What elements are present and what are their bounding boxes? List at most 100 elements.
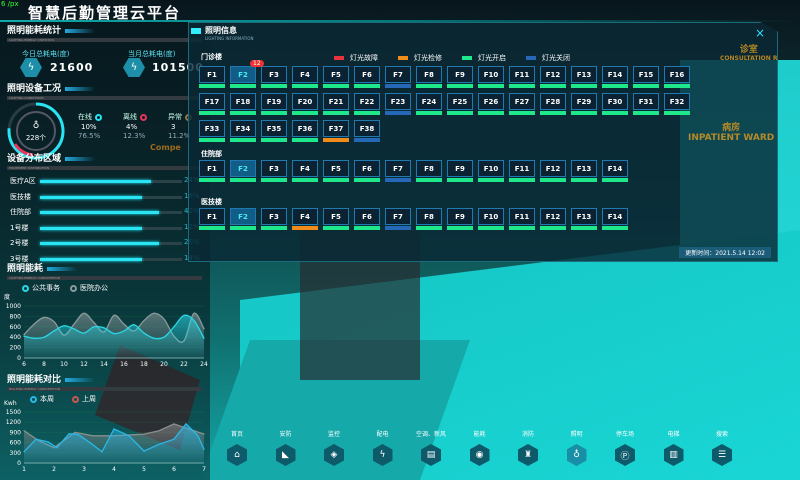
floor-tile-f5[interactable]: F5 xyxy=(323,160,349,182)
nav-hydrant[interactable]: 消防 ♜ xyxy=(503,430,553,466)
close-icon[interactable]: × xyxy=(754,26,765,40)
floor-tile-f13[interactable]: F13 xyxy=(571,66,597,88)
shield-icon: ◈ xyxy=(324,444,344,466)
floor-tile-f4[interactable]: F4 xyxy=(292,160,318,182)
floor-tile-f10[interactable]: F10 xyxy=(478,66,504,88)
floor-tile-f8[interactable]: F8 xyxy=(416,160,442,182)
status-bar xyxy=(416,226,442,230)
floor-tile-f32[interactable]: F32 xyxy=(664,93,690,115)
floor-tile-f2[interactable]: F2 xyxy=(230,208,256,230)
floor-tile-f34[interactable]: F34 xyxy=(230,120,256,142)
floor-tile-f12[interactable]: F12 xyxy=(540,66,566,88)
floor-tile-f10[interactable]: F10 xyxy=(478,160,504,182)
nav-parking[interactable]: 停车场 Ⓟ xyxy=(600,430,650,466)
floor-tile-f1[interactable]: F1 xyxy=(199,160,225,182)
floor-tile-f1[interactable]: F1 xyxy=(199,208,225,230)
status-bar xyxy=(447,111,473,115)
nav-lightning[interactable]: 配电 ϟ xyxy=(358,430,408,466)
floor-tile-f11[interactable]: F11 xyxy=(509,66,535,88)
legend-public[interactable]: 公共事务 xyxy=(22,283,60,293)
floor-tile-f28[interactable]: F28 xyxy=(540,93,566,115)
floor-tile-f14[interactable]: F14 xyxy=(602,160,628,182)
floor-tile-f31[interactable]: F31 xyxy=(633,93,659,115)
floor-tile-f3[interactable]: F3 xyxy=(261,66,287,88)
floor-tile-f5[interactable]: F5 xyxy=(323,208,349,230)
floor-tile-f27[interactable]: F27 xyxy=(509,93,535,115)
floor-tile-f30[interactable]: F30 xyxy=(602,93,628,115)
nav-elevator[interactable]: 电梯 ▥ xyxy=(649,430,699,466)
floor-tile-f9[interactable]: F9 xyxy=(447,160,473,182)
floor-tile-f26[interactable]: F26 xyxy=(478,93,504,115)
floor-tile-f18[interactable]: F18 xyxy=(230,93,256,115)
nav-search-list[interactable]: 搜索 ☰ xyxy=(697,430,747,466)
floor-tile-f21[interactable]: F21 xyxy=(323,93,349,115)
floor-tile-f19[interactable]: F19 xyxy=(261,93,287,115)
floor-tile-f6[interactable]: F6 xyxy=(354,66,380,88)
floor-tile-f3[interactable]: F3 xyxy=(261,208,287,230)
floor-tile-f17[interactable]: F17 xyxy=(199,93,225,115)
floor-tile-f7[interactable]: F7 xyxy=(385,66,411,88)
nav-camera[interactable]: 安防 ◣ xyxy=(261,430,311,466)
status-bar xyxy=(664,111,690,115)
floor-tile-f11[interactable]: F11 xyxy=(509,208,535,230)
data-point xyxy=(43,336,45,338)
nav-home[interactable]: 首页 ⌂ xyxy=(212,430,262,466)
floor-tile-f24[interactable]: F24 xyxy=(416,93,442,115)
status-bar xyxy=(199,111,225,115)
floor-tile-f33[interactable]: F33 xyxy=(199,120,225,142)
floor-tile-f20[interactable]: F20 xyxy=(292,93,318,115)
floor-tile-f25[interactable]: F25 xyxy=(447,93,473,115)
floor-tile-f13[interactable]: F13 xyxy=(571,208,597,230)
distribution-bar xyxy=(40,242,160,245)
floor-tile-f23[interactable]: F23 xyxy=(385,93,411,115)
floor-tile-f6[interactable]: F6 xyxy=(354,160,380,182)
nav-bulb[interactable]: 照明 ♁ xyxy=(552,430,602,466)
floor-tile-f29[interactable]: F29 xyxy=(571,93,597,115)
floor-tile-f13[interactable]: F13 xyxy=(571,160,597,182)
nav-air-conditioner[interactable]: 空调、新风 ▤ xyxy=(406,430,456,466)
floor-tile-f8[interactable]: F8 xyxy=(416,208,442,230)
floor-tile-f9[interactable]: F9 xyxy=(447,66,473,88)
floor-tile-f1[interactable]: F1 xyxy=(199,66,225,88)
legend-this-week[interactable]: 本周 xyxy=(30,394,54,404)
status-bar xyxy=(354,178,380,182)
floor-tile-f14[interactable]: F14 xyxy=(602,208,628,230)
data-point xyxy=(133,324,135,326)
alert-badge: 12 xyxy=(250,60,264,67)
distribution-bar xyxy=(40,195,143,199)
y-unit-label: 度 xyxy=(4,293,10,301)
status-bar xyxy=(447,226,473,230)
legend-last-week[interactable]: 上周 xyxy=(72,394,96,404)
floor-tile-f9[interactable]: F9 xyxy=(447,208,473,230)
status-bar xyxy=(478,84,504,88)
data-point xyxy=(93,326,95,328)
floor-tile-f4[interactable]: F4 xyxy=(292,66,318,88)
floor-tile-f7[interactable]: F7 xyxy=(385,160,411,182)
floor-tile-f7[interactable]: F7 xyxy=(385,208,411,230)
floor-tile-f36[interactable]: F36 xyxy=(292,120,318,142)
nav-shield[interactable]: 监控 ◈ xyxy=(309,430,359,466)
floor-tile-f15[interactable]: F15 xyxy=(633,66,659,88)
floor-tile-f38[interactable]: F38 xyxy=(354,120,380,142)
legend-office[interactable]: 医院办公 xyxy=(70,283,108,293)
floor-tile-f35[interactable]: F35 xyxy=(261,120,287,142)
floor-tile-f2[interactable]: F2 xyxy=(230,160,256,182)
floor-tile-f3[interactable]: F3 xyxy=(261,160,287,182)
floor-tile-f2[interactable]: F2 12 xyxy=(230,60,264,88)
status-bar xyxy=(292,178,318,182)
status-bar xyxy=(230,111,256,115)
nav-gauge[interactable]: 能耗 ◉ xyxy=(455,430,505,466)
status-bar xyxy=(323,138,349,142)
floor-tile-f10[interactable]: F10 xyxy=(478,208,504,230)
floor-tile-f16[interactable]: F16 xyxy=(664,66,690,88)
floor-tile-f12[interactable]: F12 xyxy=(540,160,566,182)
floor-tile-f14[interactable]: F14 xyxy=(602,66,628,88)
floor-tile-f4[interactable]: F4 xyxy=(292,208,318,230)
floor-tile-f11[interactable]: F11 xyxy=(509,160,535,182)
floor-tile-f6[interactable]: F6 xyxy=(354,208,380,230)
floor-tile-f8[interactable]: F8 xyxy=(416,66,442,88)
floor-tile-f5[interactable]: F5 xyxy=(323,66,349,88)
floor-tile-f12[interactable]: F12 xyxy=(540,208,566,230)
floor-tile-f37[interactable]: F37 xyxy=(323,120,349,142)
floor-tile-f22[interactable]: F22 xyxy=(354,93,380,115)
